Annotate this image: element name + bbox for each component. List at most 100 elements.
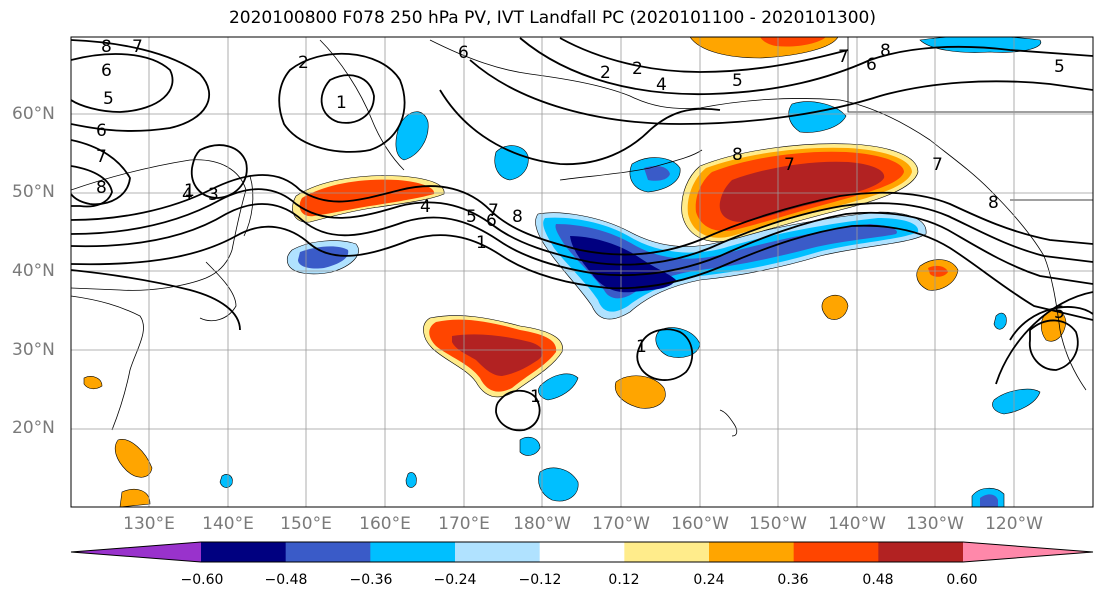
contour-label: 8	[96, 178, 107, 198]
pv-contour	[71, 188, 1093, 266]
coastline	[719, 409, 738, 437]
colorbar-tick-label: 0.36	[777, 572, 809, 588]
positive-anomaly-region	[719, 161, 885, 222]
lat-label: 40°N	[12, 261, 55, 281]
pv-contour	[559, 37, 849, 73]
colorbar-tick-label: 0.48	[862, 572, 894, 588]
coastline	[847, 37, 1093, 113]
pv-contour	[71, 269, 241, 331]
pv-contour	[320, 74, 375, 124]
lat-label: 20°N	[12, 418, 55, 438]
pv-contour	[469, 59, 1093, 125]
colorbar-tick-label: 0.24	[693, 572, 725, 588]
coastline	[699, 98, 1087, 391]
negative-anomaly-region	[980, 494, 998, 507]
pv-contour	[190, 144, 248, 199]
colorbar-extension-high	[963, 542, 1093, 562]
pv-contour	[71, 165, 113, 208]
pv-contour	[995, 291, 1093, 385]
positive-anomaly-region	[83, 376, 103, 390]
negative-anomaly-region	[993, 312, 1007, 330]
plot-frame	[70, 36, 1094, 508]
contour-label: 4	[182, 185, 193, 205]
lon-label: 150°E	[280, 514, 332, 534]
pv-contour	[71, 53, 174, 113]
negative-anomaly-region	[644, 166, 670, 181]
pv-contour	[519, 37, 1093, 96]
colorbar-tick-label: 0.12	[608, 572, 640, 588]
colorbar-segment	[285, 542, 371, 562]
contour-label: 8	[732, 145, 743, 165]
colorbar-segment	[709, 542, 795, 562]
contour-label: 5	[1054, 57, 1065, 77]
contour-label: 6	[101, 61, 112, 81]
negative-anomaly-region	[219, 474, 233, 488]
colorbar-tick-label: −0.60	[180, 572, 224, 588]
lon-label: 130°E	[123, 514, 175, 534]
pv-contour-layer	[71, 37, 1093, 432]
lon-label: 120°W	[985, 514, 1043, 534]
contour-label: 1	[184, 181, 195, 201]
coastline-layer	[71, 37, 1093, 437]
positive-anomaly-region	[114, 439, 153, 478]
contour-label: 5	[103, 89, 114, 109]
pv-contour	[636, 328, 694, 381]
contour-label: 5	[732, 71, 743, 91]
contour-label: 8	[512, 207, 523, 227]
coastline	[199, 261, 237, 322]
colorbar-tick-label: −0.24	[433, 572, 477, 588]
contour-label: 6	[866, 55, 877, 75]
lon-label: 160°W	[671, 514, 729, 534]
lat-label: 60°N	[12, 104, 55, 124]
positive-anomaly-region	[821, 294, 849, 320]
contour-label: 7	[784, 155, 795, 175]
colorbar-outline	[70, 541, 1094, 563]
map-plot-area: 8 7 6 5 6 7 8 4 3 2 1 6 2 4 5 6 7 8 1 4 …	[71, 37, 1093, 507]
colorbar-tick-label: 0.60	[946, 572, 978, 588]
contour-label: 7	[838, 47, 849, 67]
colorbar-segment	[624, 542, 710, 562]
lon-label: 160°E	[359, 514, 411, 534]
contour-label: 2	[298, 53, 309, 73]
colorbar-segment	[793, 542, 879, 562]
contour-label: 1	[336, 93, 347, 113]
contour-label: 8	[880, 41, 891, 61]
colorbar-segment	[539, 542, 625, 562]
colorbar-segment	[370, 542, 456, 562]
positive-anomaly-region	[452, 334, 543, 376]
pv-contour	[71, 139, 131, 206]
coastline	[319, 39, 405, 171]
contour-label: 7	[932, 155, 943, 175]
pv-contour	[71, 174, 1093, 256]
lon-label: 170°W	[592, 514, 650, 534]
negative-anomaly-region	[519, 436, 541, 456]
pv-contour	[71, 224, 1093, 321]
positive-anomaly-region	[119, 489, 151, 507]
contour-label: 5	[1054, 303, 1065, 323]
contour-label: 7	[488, 201, 499, 221]
contour-label: 8	[988, 193, 999, 213]
negative-anomaly-region	[395, 111, 429, 161]
contour-label: 7	[132, 37, 143, 57]
negative-anomaly-region	[405, 472, 417, 488]
colorbar-segment	[201, 542, 287, 562]
coastline	[71, 159, 247, 291]
map-title: 2020100800 F078 250 hPa PV, IVT Landfall…	[228, 8, 876, 28]
negative-anomaly-region	[919, 37, 1042, 53]
pv-contour	[1028, 319, 1079, 371]
lon-label: 180°W	[513, 514, 571, 534]
colorbar-extension-low	[71, 542, 201, 562]
coastline	[71, 295, 144, 431]
contour-label: 3	[208, 185, 219, 205]
lat-label: 50°N	[12, 182, 55, 202]
lon-label: 130°W	[906, 514, 964, 534]
contour-label: 8	[101, 37, 112, 57]
lon-label: 140°E	[202, 514, 254, 534]
pv-contour	[278, 52, 406, 153]
colorbar-segment	[455, 542, 541, 562]
contour-label: 1	[476, 233, 487, 253]
pv-contour	[71, 203, 1093, 285]
contour-label: 2	[632, 59, 643, 79]
contour-label: 4	[420, 197, 431, 217]
